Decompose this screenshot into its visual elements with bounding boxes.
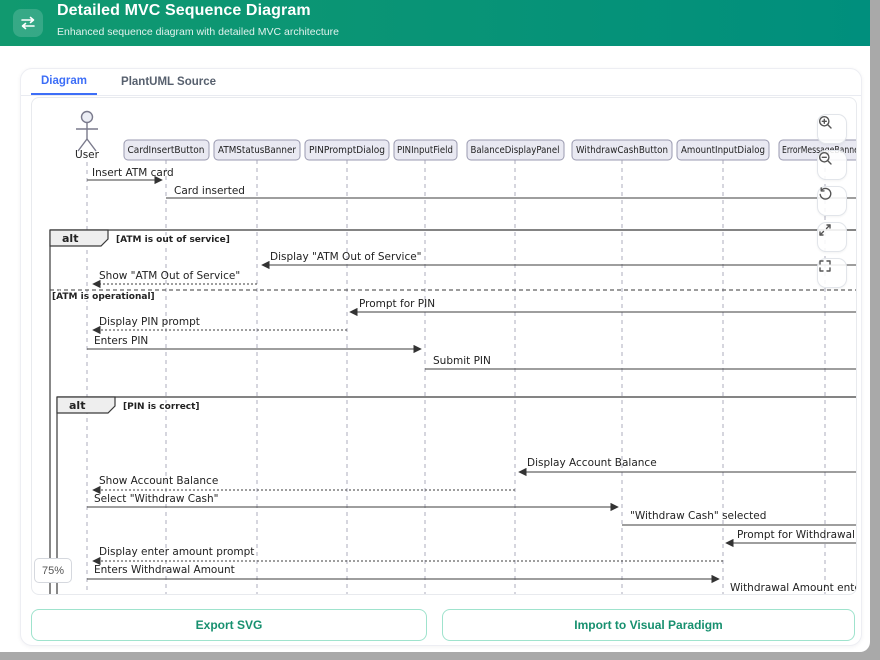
page-subtitle: Enhanced sequence diagram with detailed … xyxy=(57,26,339,38)
expand-button[interactable] xyxy=(817,222,847,252)
message-label: Select "Withdraw Cash" xyxy=(94,493,218,505)
message-label: Insert ATM card xyxy=(92,167,174,179)
fragment-divider-guard: [ATM is operational] xyxy=(52,292,155,302)
message-label: Prompt for Withdrawal Amount xyxy=(737,529,856,541)
message-label: Display enter amount prompt xyxy=(99,546,254,558)
message-label: Display PIN prompt xyxy=(99,316,200,328)
import-visual-paradigm-button[interactable]: Import to Visual Paradigm xyxy=(442,609,855,641)
page-header: Detailed MVC Sequence Diagram Enhanced s… xyxy=(0,0,870,46)
fullscreen-button[interactable] xyxy=(817,258,847,288)
page-title: Detailed MVC Sequence Diagram xyxy=(57,2,311,19)
swap-arrows-icon xyxy=(13,9,43,37)
message-label: "Withdraw Cash" selected xyxy=(630,510,766,522)
participants: CardInsertButton ATMStatusBanner PINProm… xyxy=(123,139,856,161)
footer-actions: Export SVG Import to Visual Paradigm xyxy=(31,609,855,641)
tab-diagram[interactable]: Diagram xyxy=(31,69,98,95)
diagram-viewport[interactable]: User CardInsertButton xyxy=(31,97,857,595)
participant-label: PINPromptDialog xyxy=(309,145,385,156)
tab-bar: Diagram PlantUML Source xyxy=(21,69,861,96)
actor-label: User xyxy=(75,149,100,161)
message-label: Card inserted xyxy=(174,185,245,197)
participant-label: ErrorMessageBanner xyxy=(782,145,856,156)
fragment-guard: [PIN is correct] xyxy=(123,402,200,412)
sequence-diagram-svg: User CardInsertButton xyxy=(49,110,856,594)
message-label: Submit PIN xyxy=(433,355,491,367)
messages xyxy=(87,175,856,584)
diagram-card: Diagram PlantUML Source xyxy=(20,68,862,646)
lifelines xyxy=(86,160,826,594)
message-label: Show Account Balance xyxy=(99,475,218,487)
app-window: Detailed MVC Sequence Diagram Enhanced s… xyxy=(0,0,870,652)
export-svg-button[interactable]: Export SVG xyxy=(31,609,427,641)
participant-label: CardInsertButton xyxy=(128,145,205,156)
participant-label: PINInputField xyxy=(397,145,453,156)
fragment-operator: alt xyxy=(69,399,85,412)
message-label: Display Account Balance xyxy=(527,457,657,469)
message-label: Display "ATM Out of Service" xyxy=(270,251,422,263)
actor-user: User xyxy=(75,110,100,161)
zoom-in-button[interactable] xyxy=(817,114,847,144)
alt-fragment-2: alt [PIN is correct] xyxy=(56,396,856,594)
participant-label: WithdrawCashButton xyxy=(576,145,668,156)
message-label: Enters PIN xyxy=(94,335,148,347)
message-label: Prompt for PIN xyxy=(359,298,435,310)
message-label: Withdrawal Amount entered xyxy=(730,582,856,594)
message-label: Enters Withdrawal Amount xyxy=(94,564,235,576)
fragment-operator: alt xyxy=(62,232,78,245)
fragment-guard: [ATM is out of service] xyxy=(116,235,230,245)
participant-label: BalanceDisplayPanel xyxy=(471,145,560,156)
participant-label: ATMStatusBanner xyxy=(218,145,296,156)
zoom-out-button[interactable] xyxy=(817,150,847,180)
tab-plantuml-source[interactable]: PlantUML Source xyxy=(121,76,217,88)
message-label: Show "ATM Out of Service" xyxy=(99,270,240,282)
reset-view-button[interactable] xyxy=(817,186,847,216)
participant-label: AmountInputDialog xyxy=(681,145,765,156)
message-labels: Insert ATM card Card inserted Display "A… xyxy=(92,167,856,594)
alt-fragment-1: alt [ATM is out of service] [ATM is oper… xyxy=(49,229,856,594)
zoom-level-badge: 75% xyxy=(34,558,72,583)
